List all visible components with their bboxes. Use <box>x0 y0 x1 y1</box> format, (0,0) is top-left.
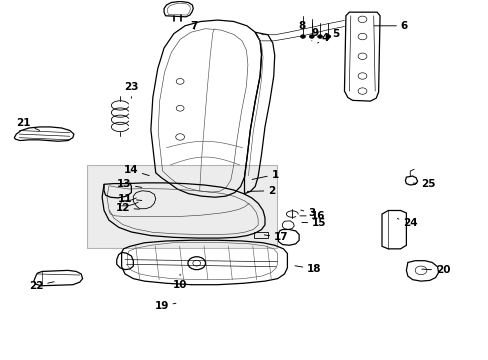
Text: 14: 14 <box>123 165 149 176</box>
Circle shape <box>325 35 330 39</box>
Text: 10: 10 <box>173 274 187 290</box>
Text: 19: 19 <box>154 301 176 311</box>
Text: 18: 18 <box>294 264 321 274</box>
Text: 6: 6 <box>373 21 407 31</box>
Text: 25: 25 <box>412 179 435 189</box>
Text: 23: 23 <box>124 82 138 98</box>
Text: 22: 22 <box>29 281 54 291</box>
Text: 16: 16 <box>299 211 324 221</box>
Circle shape <box>300 35 305 39</box>
Text: 15: 15 <box>301 218 325 228</box>
Text: 24: 24 <box>397 218 417 228</box>
Text: 12: 12 <box>115 203 139 213</box>
Text: 8: 8 <box>298 21 305 37</box>
Text: 21: 21 <box>17 118 40 130</box>
Circle shape <box>317 35 322 39</box>
Text: 3: 3 <box>300 208 314 218</box>
Text: 20: 20 <box>421 265 449 275</box>
Text: 5: 5 <box>327 29 339 40</box>
Text: 7: 7 <box>189 21 197 31</box>
Text: 17: 17 <box>264 232 288 242</box>
Circle shape <box>309 35 314 39</box>
FancyBboxPatch shape <box>87 165 276 248</box>
Text: 4: 4 <box>317 33 328 43</box>
Text: 13: 13 <box>117 179 142 189</box>
Text: 9: 9 <box>311 28 318 41</box>
Text: 1: 1 <box>252 170 278 180</box>
Text: 11: 11 <box>118 194 142 204</box>
Text: 2: 2 <box>247 186 275 196</box>
